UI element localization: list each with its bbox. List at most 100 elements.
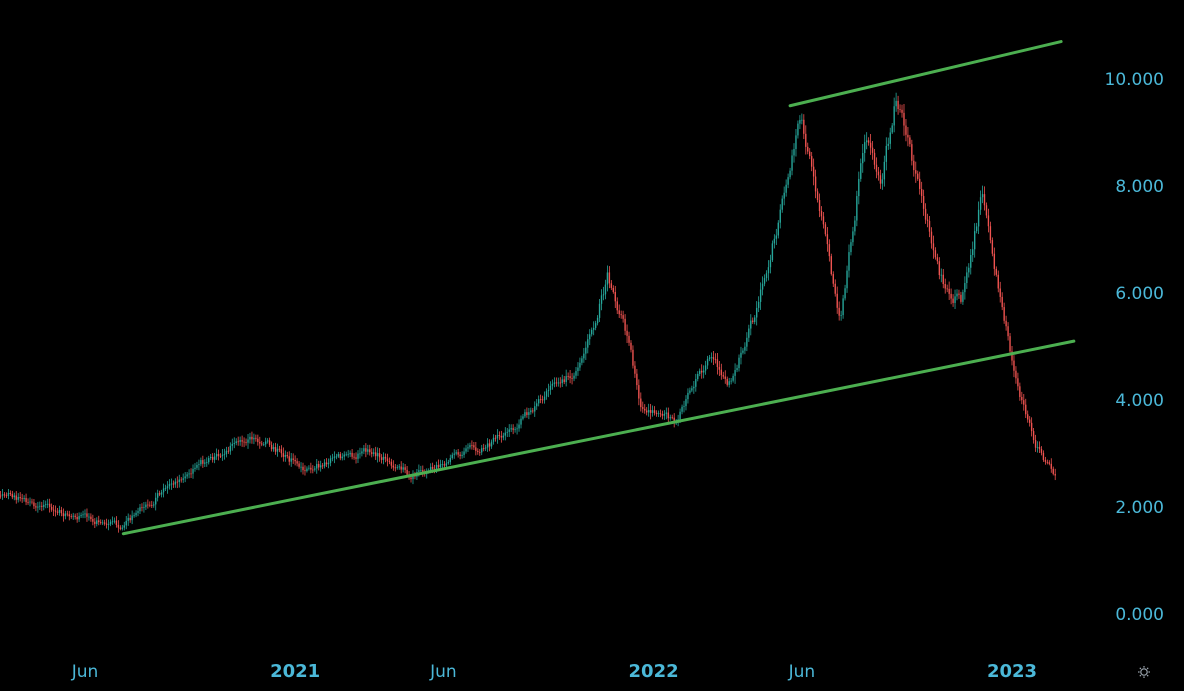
candle-body	[679, 411, 681, 420]
candle-body	[683, 406, 685, 407]
candle-body	[750, 320, 752, 329]
candle	[137, 507, 139, 517]
candle-body	[1013, 360, 1015, 371]
candle	[671, 414, 673, 420]
candle	[249, 432, 251, 444]
candle-body	[1052, 468, 1054, 474]
candle-body	[551, 383, 554, 386]
candle-body	[178, 479, 180, 483]
trendline[interactable]	[788, 40, 1063, 108]
candle	[261, 440, 263, 447]
candle-body	[671, 417, 673, 419]
candle	[657, 410, 660, 417]
candle	[614, 285, 616, 309]
candle-body	[261, 443, 263, 445]
candle-body	[516, 428, 518, 430]
candle	[805, 125, 807, 155]
candle	[98, 515, 100, 526]
candle-body	[757, 301, 760, 308]
candle-body	[944, 284, 946, 289]
candle-body	[1050, 463, 1052, 469]
candle-body	[989, 226, 992, 241]
candle-body	[618, 310, 620, 315]
candle	[50, 503, 53, 512]
candle-body	[172, 483, 175, 485]
candle-body	[325, 462, 328, 465]
candle-body	[66, 513, 69, 515]
candle-body	[728, 381, 730, 385]
candle	[111, 516, 114, 525]
candle-body	[1, 494, 4, 496]
candle-body	[740, 352, 742, 358]
candle-body	[930, 231, 933, 244]
candle-body	[156, 493, 159, 498]
settings-icon[interactable]	[1138, 666, 1150, 678]
candle	[178, 474, 180, 488]
candle-body	[793, 149, 795, 156]
x-tick-label: 2022	[629, 661, 679, 682]
candle-body	[469, 445, 471, 448]
candle	[720, 363, 723, 380]
candle	[1042, 450, 1045, 462]
candle-body	[897, 100, 899, 110]
candle-body	[877, 171, 880, 176]
candle-body	[465, 448, 467, 452]
plot-background[interactable]	[0, 0, 1100, 650]
candle	[180, 477, 182, 483]
candle	[229, 442, 232, 455]
candle	[1050, 458, 1052, 473]
candle-body	[384, 456, 387, 459]
candle-body	[932, 243, 935, 251]
candle	[1044, 456, 1047, 465]
candle-body	[810, 156, 813, 167]
candle-body	[1042, 452, 1045, 460]
candle-body	[997, 274, 999, 289]
candle-body	[594, 323, 597, 328]
candle-body	[233, 443, 235, 444]
candle	[1003, 302, 1005, 324]
candle	[355, 452, 357, 464]
plot-area[interactable]	[0, 0, 1100, 650]
candle-body	[498, 435, 501, 437]
candle-body	[308, 467, 310, 469]
candle-body	[109, 521, 112, 525]
candle-body	[406, 469, 408, 475]
candle-body	[891, 125, 893, 133]
candle	[404, 464, 406, 474]
candle-body	[473, 445, 475, 448]
candle-body	[803, 119, 805, 134]
candle-body	[571, 378, 573, 379]
candle-body	[219, 455, 222, 457]
candle	[477, 448, 479, 455]
candle-body	[948, 288, 950, 294]
trendline[interactable]	[121, 339, 1076, 536]
candle-body	[235, 441, 237, 444]
candle	[754, 315, 756, 325]
candle-body	[508, 429, 510, 432]
candle-body	[885, 145, 888, 162]
candle-body	[451, 454, 453, 459]
candle	[750, 314, 752, 336]
candle	[384, 453, 387, 463]
candle-body	[883, 161, 886, 180]
candle	[995, 266, 997, 277]
candle-body	[198, 464, 200, 466]
candle	[251, 431, 253, 444]
candle-body	[875, 164, 878, 172]
time-axis[interactable]: Jun 2021 Jun 2022 Jun 2023	[71, 661, 1037, 682]
candle-body	[838, 307, 840, 316]
candle	[628, 331, 630, 346]
candle	[765, 270, 768, 282]
x-tick-label: Jun	[429, 662, 457, 682]
candle-body	[608, 272, 611, 284]
candle	[869, 133, 872, 155]
candle	[891, 123, 893, 135]
candle-body	[807, 146, 809, 152]
candle-body	[905, 125, 907, 135]
candle	[168, 479, 171, 490]
candle	[369, 444, 371, 456]
candle-body	[1003, 307, 1005, 321]
candle	[830, 253, 833, 276]
price-axis[interactable]: 0.000 2.000 4.000 6.000 8.000 10.000	[1105, 70, 1164, 625]
candle	[661, 410, 664, 420]
